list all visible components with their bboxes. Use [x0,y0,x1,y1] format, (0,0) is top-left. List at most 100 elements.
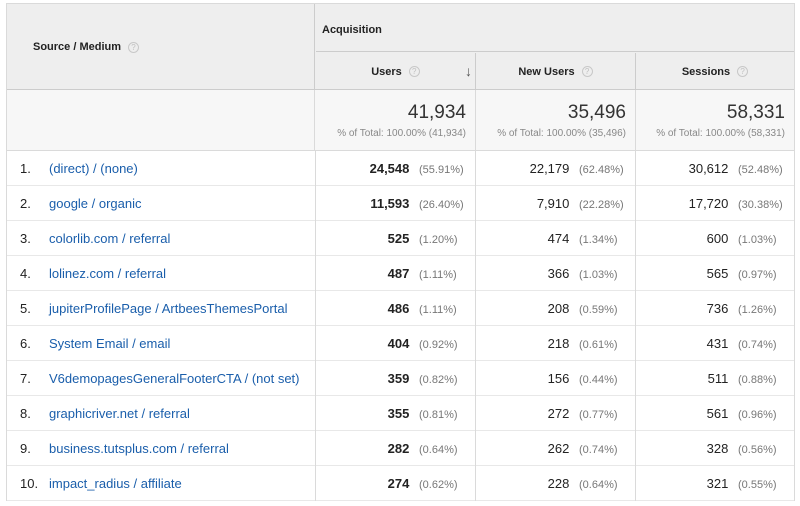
column-divider [315,221,316,256]
users-cell: 487 (1.11%) [316,256,467,291]
source-medium-link[interactable]: V6demopagesGeneralFooterCTA / (not set) [49,371,300,386]
column-header-new-users[interactable]: New Users ? [476,53,636,90]
help-icon[interactable]: ? [128,41,140,53]
row-index: 6. [20,336,31,351]
source-medium-link[interactable]: google / organic [49,196,142,211]
row-index: 2. [20,196,31,211]
source-medium-link[interactable]: jupiterProfilePage / ArtbeesThemesPortal [49,301,288,316]
column-divider [475,221,476,256]
source-medium-link[interactable]: business.tutsplus.com / referral [49,441,229,456]
new-users-value: 22,179 [529,161,570,176]
column-divider [315,256,316,291]
new-users-percent: (0.74%) [579,444,618,456]
users-cell: 274 (0.62%) [316,466,467,501]
table-row: 10. impact_radius / affiliate 274 (0.62%… [7,466,794,501]
column-header-sessions[interactable]: Sessions ? [636,53,794,90]
column-divider [475,291,476,326]
sessions-value: 30,612 [688,161,729,176]
new-users-percent: (0.64%) [579,479,618,491]
sessions-percent: (1.03%) [738,234,777,246]
column-divider [475,151,476,186]
source-medium-link[interactable]: impact_radius / affiliate [49,476,182,491]
row-index: 8. [20,406,31,421]
source-medium-link[interactable]: System Email / email [49,336,171,351]
new-users-value: 474 [547,231,570,246]
new-users-value: 156 [547,371,570,386]
sessions-percent: (0.88%) [738,374,777,386]
users-percent: (1.20%) [419,234,458,246]
sessions-percent: (30.38%) [738,199,783,211]
column-divider [635,396,636,431]
column-divider [635,291,636,326]
users-cell: 525 (1.20%) [316,221,467,256]
column-divider [635,221,636,256]
new-users-cell: 474 (1.34%) [476,221,627,256]
sessions-cell: 565 (0.97%) [636,256,786,291]
users-value: 487 [387,266,410,281]
source-medium-link[interactable]: graphicriver.net / referral [49,406,190,421]
total-percent: % of Total: 100.00% (35,496) [497,128,626,139]
source-medium-link[interactable]: lolinez.com / referral [49,266,167,281]
new-users-cell: 366 (1.03%) [476,256,627,291]
total-percent: % of Total: 100.00% (41,934) [337,128,466,139]
column-divider [635,326,636,361]
total-users: 41,934 % of Total: 100.00% (41,934) [316,90,476,151]
users-percent: (0.92%) [419,339,458,351]
table-row: 6. System Email / email 404 (0.92%) 218 … [7,326,794,361]
users-percent: (0.82%) [419,374,458,386]
new-users-percent: (0.61%) [579,339,618,351]
users-value: 404 [387,336,410,351]
column-divider [635,466,636,501]
users-percent: (1.11%) [419,304,457,316]
users-value: 355 [387,406,410,421]
column-divider [315,326,316,361]
help-icon[interactable]: ? [737,66,749,77]
users-value: 359 [387,371,410,386]
source-medium-link[interactable]: colorlib.com / referral [49,231,171,246]
column-divider [315,151,316,186]
sessions-value: 565 [706,266,729,281]
new-users-percent: (1.03%) [579,269,618,281]
sessions-value: 511 [707,371,729,386]
users-cell: 11,593 (26.40%) [316,186,467,221]
users-cell: 359 (0.82%) [316,361,467,396]
dimension-header-label: Source / Medium [33,41,122,53]
total-sessions: 58,331 % of Total: 100.00% (58,331) [636,90,794,151]
table-header: Source / Medium ? Acquisition Users ? ↓ … [7,4,794,90]
column-header-users[interactable]: Users ? ↓ [316,53,476,90]
column-header-label: New Users [518,65,575,78]
group-header: Acquisition [316,4,794,52]
total-value: 41,934 [407,102,466,123]
users-value: 24,548 [369,161,410,176]
sessions-percent: (0.97%) [738,269,777,281]
table-row: 8. graphicriver.net / referral 355 (0.81… [7,396,794,431]
sort-descending-icon[interactable]: ↓ [465,63,472,79]
dimension-header[interactable]: Source / Medium ? [7,4,315,90]
help-icon[interactable]: ? [581,66,593,77]
table-row: 2. google / organic 11,593 (26.40%) 7,91… [7,186,794,221]
users-value: 274 [387,476,410,491]
sessions-cell: 600 (1.03%) [636,221,786,256]
total-new-users: 35,496 % of Total: 100.00% (35,496) [476,90,636,151]
source-medium-link[interactable]: (direct) / (none) [49,161,138,176]
sessions-percent: (1.26%) [738,304,777,316]
users-percent: (0.64%) [419,444,458,456]
sessions-percent: (0.96%) [738,409,777,421]
sessions-cell: 328 (0.56%) [636,431,786,466]
column-divider [315,431,316,466]
sessions-cell: 30,612 (52.48%) [636,151,786,186]
help-icon[interactable]: ? [408,66,420,77]
total-percent: % of Total: 100.00% (58,331) [656,128,785,139]
users-cell: 24,548 (55.91%) [316,151,467,186]
totals-row: 41,934 % of Total: 100.00% (41,934) 35,4… [7,90,794,151]
column-divider [635,256,636,291]
row-index: 5. [20,301,31,316]
users-value: 282 [387,441,410,456]
column-divider [475,396,476,431]
new-users-cell: 272 (0.77%) [476,396,627,431]
sessions-value: 321 [706,476,729,491]
row-index: 9. [20,441,31,456]
total-value: 35,496 [567,102,626,123]
new-users-cell: 208 (0.59%) [476,291,627,326]
new-users-cell: 22,179 (62.48%) [476,151,627,186]
